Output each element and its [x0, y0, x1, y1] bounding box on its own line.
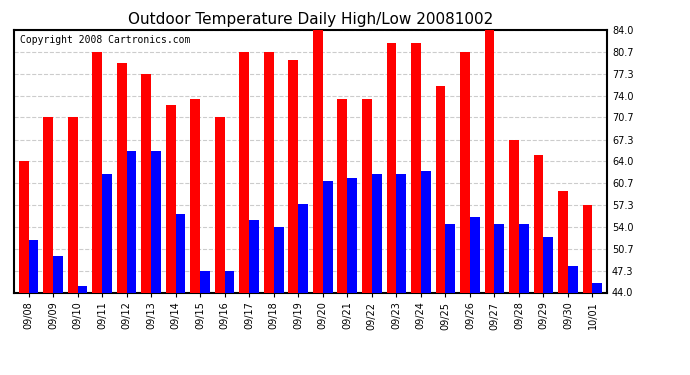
Bar [593, 283, 602, 292]
Bar [519, 224, 529, 292]
Bar [372, 174, 382, 292]
Bar [582, 205, 593, 292]
Bar [53, 256, 63, 292]
Bar [126, 152, 137, 292]
Bar [77, 286, 88, 292]
Bar [484, 30, 495, 292]
Bar [225, 271, 235, 292]
Bar [509, 140, 519, 292]
Bar [544, 237, 553, 292]
Bar [558, 191, 568, 292]
Bar [533, 154, 544, 292]
Bar [43, 117, 53, 292]
Bar [298, 204, 308, 292]
Bar [141, 74, 151, 292]
Bar [411, 43, 421, 292]
Bar [215, 117, 225, 292]
Bar [274, 227, 284, 292]
Bar [117, 63, 126, 292]
Bar [421, 171, 431, 292]
Bar [239, 52, 249, 292]
Bar [102, 174, 112, 292]
Bar [323, 181, 333, 292]
Bar [200, 271, 210, 292]
Bar [264, 52, 274, 292]
Bar [470, 217, 480, 292]
Bar [435, 86, 445, 292]
Bar [190, 99, 200, 292]
Bar [151, 152, 161, 292]
Bar [176, 214, 186, 292]
Bar [92, 52, 102, 292]
Bar [166, 105, 176, 292]
Bar [68, 117, 77, 292]
Bar [460, 52, 470, 292]
Bar [337, 99, 347, 292]
Bar [396, 174, 406, 292]
Title: Outdoor Temperature Daily High/Low 20081002: Outdoor Temperature Daily High/Low 20081… [128, 12, 493, 27]
Bar [495, 224, 504, 292]
Text: Copyright 2008 Cartronics.com: Copyright 2008 Cartronics.com [20, 35, 190, 45]
Bar [445, 224, 455, 292]
Bar [362, 99, 372, 292]
Bar [19, 161, 28, 292]
Bar [288, 60, 298, 292]
Bar [347, 178, 357, 292]
Bar [386, 43, 396, 292]
Bar [313, 30, 323, 292]
Bar [249, 220, 259, 292]
Bar [568, 266, 578, 292]
Bar [28, 240, 39, 292]
